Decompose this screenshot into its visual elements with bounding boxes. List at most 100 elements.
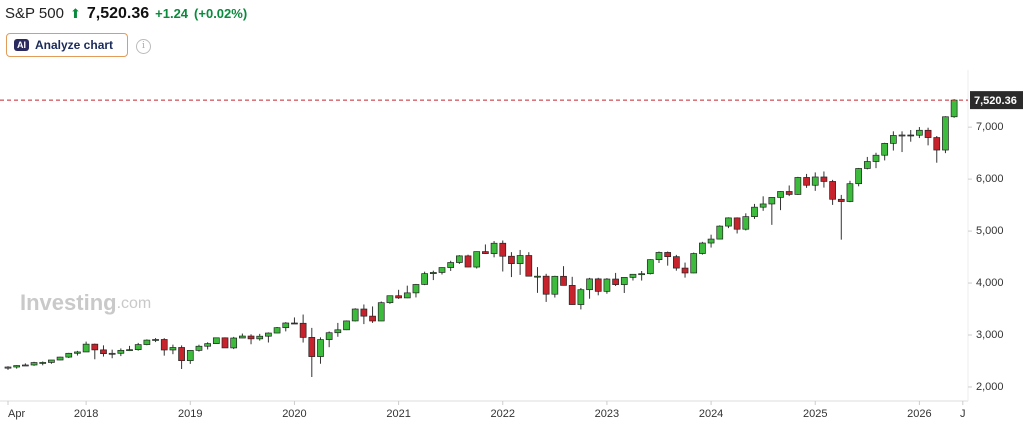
x-tick-label: 2026 bbox=[907, 408, 931, 420]
candle-body bbox=[577, 289, 585, 305]
candle-body bbox=[282, 322, 290, 329]
last-price-box bbox=[970, 91, 1023, 110]
candle-body bbox=[117, 349, 125, 354]
candle-body bbox=[655, 252, 663, 261]
candle-body bbox=[39, 362, 47, 364]
symbol: S&P 500 bbox=[5, 5, 64, 22]
candle-body bbox=[195, 345, 203, 351]
candle-body bbox=[863, 161, 871, 169]
candle-body bbox=[239, 335, 246, 339]
y-tick-label: 6,000 bbox=[976, 173, 1004, 185]
y-tick-label: 7,000 bbox=[976, 121, 1004, 133]
candle-body bbox=[490, 242, 498, 254]
watermark: Investing.com bbox=[20, 290, 151, 315]
candle-body bbox=[846, 183, 854, 202]
candle-body bbox=[291, 322, 298, 325]
y-tick-label: 3,000 bbox=[976, 329, 1004, 341]
candle-body bbox=[820, 176, 828, 182]
candle-body bbox=[221, 337, 229, 349]
candle-body bbox=[811, 176, 819, 186]
candle-body bbox=[126, 349, 133, 352]
candle-body bbox=[403, 292, 411, 299]
candle-body bbox=[907, 134, 915, 137]
candle-body bbox=[134, 344, 142, 351]
button-label: Analyze chart bbox=[35, 38, 114, 52]
candle-body bbox=[82, 343, 90, 353]
up-arrow: ⬆ bbox=[69, 6, 81, 21]
candle-body bbox=[369, 315, 376, 322]
candle-body bbox=[56, 356, 64, 361]
x-tick-label: J bbox=[960, 408, 966, 420]
candle-body bbox=[334, 329, 342, 334]
ai-icon: AI bbox=[14, 39, 29, 51]
candle-body bbox=[429, 272, 437, 274]
candle-body bbox=[551, 275, 559, 295]
x-tick-label: 2020 bbox=[282, 408, 306, 420]
candle-body bbox=[351, 308, 359, 322]
candle-body bbox=[325, 332, 333, 340]
candle-body bbox=[898, 134, 906, 137]
candle-body bbox=[230, 337, 238, 349]
candle-body bbox=[447, 262, 455, 268]
candle-body bbox=[421, 273, 428, 285]
candle-body bbox=[13, 365, 21, 368]
candle-body bbox=[620, 277, 628, 285]
candle-body bbox=[4, 366, 12, 369]
candle-body bbox=[299, 322, 307, 338]
candle-body bbox=[386, 295, 394, 304]
candle-body bbox=[273, 327, 281, 334]
candle-body bbox=[742, 216, 750, 230]
candle-body bbox=[785, 191, 793, 195]
watermark-suffix: .com bbox=[117, 295, 152, 312]
candle-body bbox=[482, 251, 489, 254]
candle-body bbox=[30, 362, 38, 366]
candle-body bbox=[872, 154, 880, 162]
candle-body bbox=[646, 259, 654, 275]
candle-body bbox=[100, 349, 107, 355]
info-icon[interactable]: i bbox=[136, 39, 151, 54]
quote-header: S&P 500 ⬆ 7,520.36 +1.24 (+0.02%) bbox=[5, 5, 247, 23]
candle-body bbox=[586, 278, 593, 291]
candle-body bbox=[768, 197, 776, 205]
candle-body bbox=[91, 343, 99, 351]
candle-body bbox=[629, 273, 637, 278]
y-tick-label: 4,000 bbox=[976, 277, 1004, 289]
candle-body bbox=[508, 255, 515, 264]
candle-body bbox=[777, 191, 784, 198]
y-tick-label: 5,000 bbox=[976, 225, 1004, 237]
candle-body bbox=[317, 339, 324, 357]
candle-body bbox=[690, 253, 698, 274]
candle-body bbox=[664, 252, 672, 257]
candle-body bbox=[247, 335, 255, 340]
candle-body bbox=[256, 335, 264, 340]
candle-body bbox=[603, 278, 611, 292]
candle-body bbox=[204, 343, 211, 347]
candle-body bbox=[48, 359, 55, 363]
candle-body bbox=[950, 99, 958, 118]
candle-body bbox=[759, 203, 767, 208]
x-tick-label: 2023 bbox=[595, 408, 619, 420]
candle-body bbox=[473, 251, 481, 268]
analyze-button[interactable]: AI Analyze chart bbox=[6, 33, 128, 57]
candle-body bbox=[612, 278, 619, 285]
candle-body bbox=[542, 275, 550, 295]
candle-body bbox=[725, 217, 732, 227]
x-tick-label: 2018 bbox=[74, 408, 98, 420]
candle-body bbox=[412, 284, 420, 294]
candle-body bbox=[716, 225, 724, 240]
candle-body bbox=[186, 350, 194, 361]
candle-body bbox=[890, 135, 897, 144]
candle-body bbox=[560, 275, 567, 286]
candle-body bbox=[360, 308, 368, 317]
x-tick-label: 2024 bbox=[699, 408, 723, 420]
candle-body bbox=[916, 129, 923, 136]
price: 7,520.36 bbox=[86, 5, 150, 22]
candle-body bbox=[707, 238, 715, 244]
candle-body bbox=[343, 320, 350, 331]
candle-body bbox=[673, 256, 680, 269]
candle-body bbox=[438, 267, 446, 273]
candle-body bbox=[22, 364, 29, 367]
candle-body bbox=[516, 255, 524, 264]
